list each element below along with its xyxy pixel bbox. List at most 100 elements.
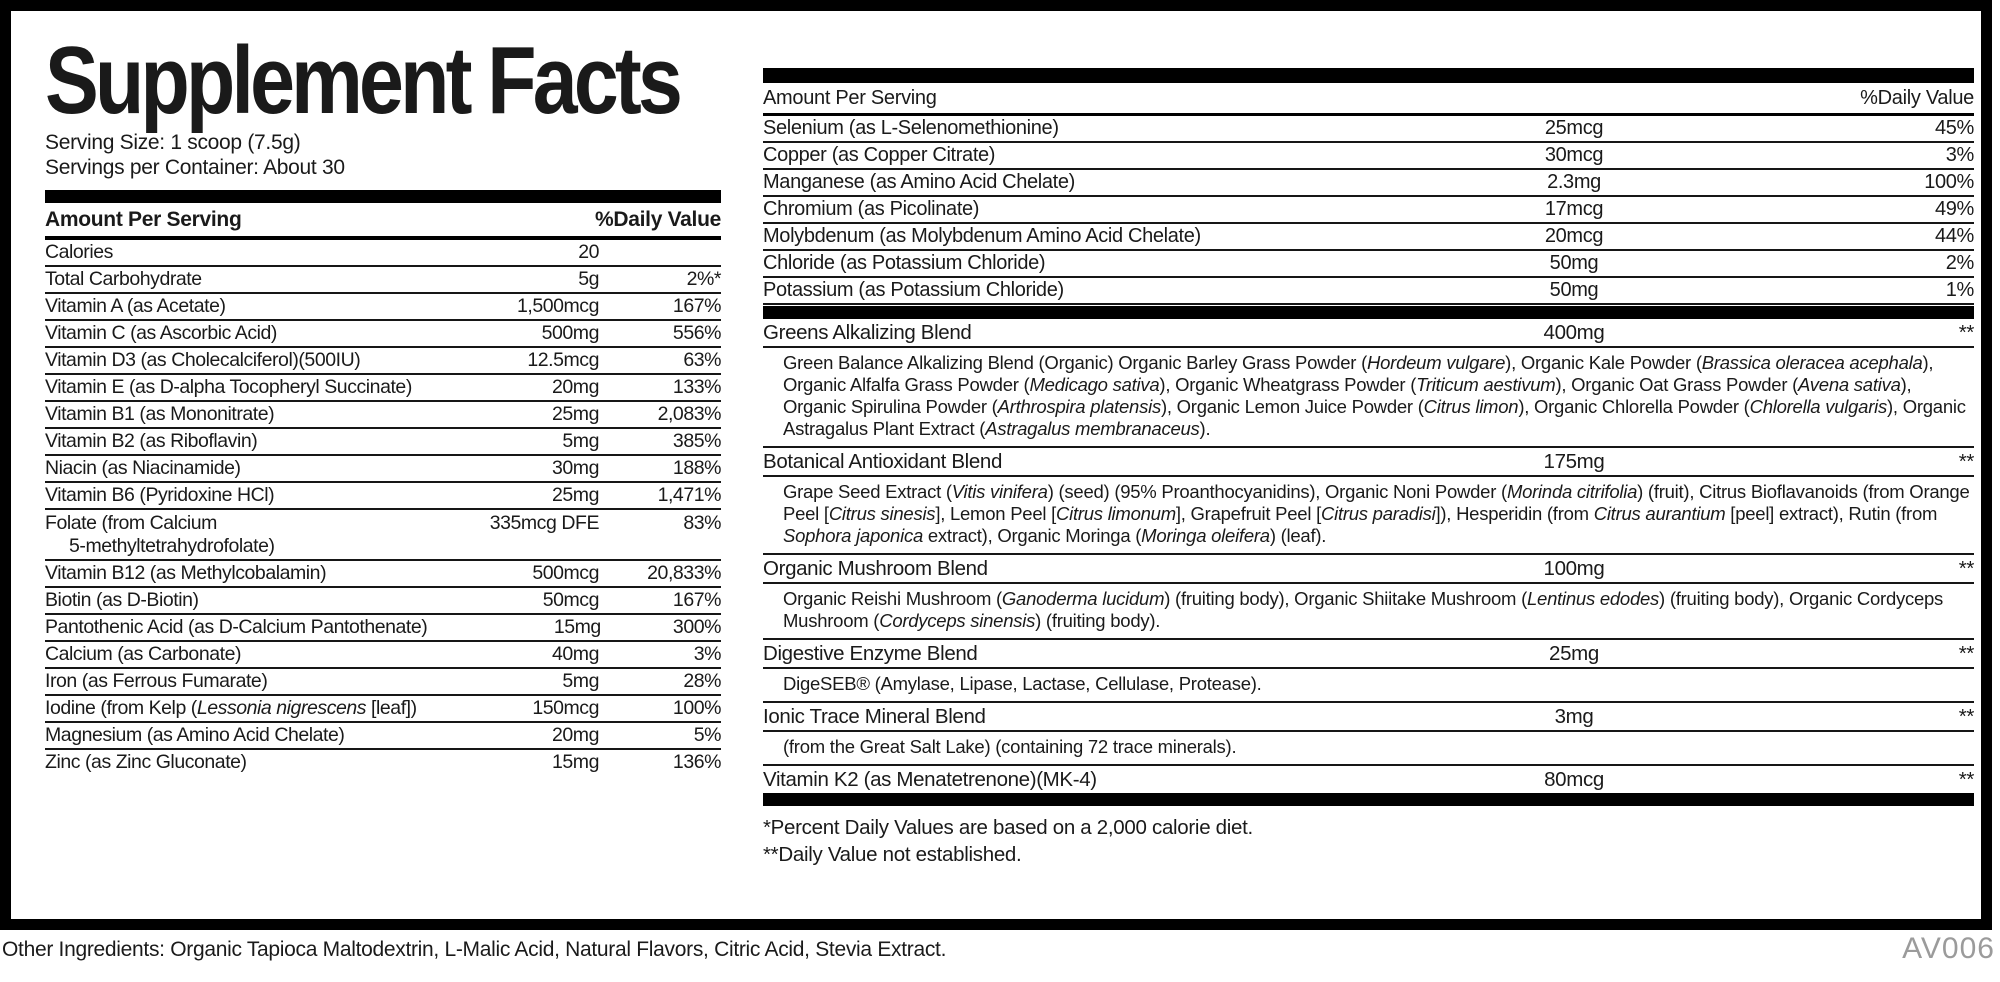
table-row: Vitamin A (as Acetate) 1,500mcg 167% [45,294,721,321]
right-column: Amount Per Serving %Daily Value Selenium… [763,22,1974,868]
blend-name: Botanical Antioxidant Blend [763,450,1003,473]
blend-amount: 175mg [1543,450,1605,473]
nutrient-amount: 500mcg [532,562,599,584]
nutrient-name: Pantothenic Acid (as D-Calcium Pantothen… [45,616,428,638]
table-row: Chromium (as Picolinate) 17mcg 49% [763,197,1974,224]
table-row: Iron (as Ferrous Fumarate) 5mg 28% [45,669,721,696]
nutrient-amount: 50mcg [542,589,600,611]
nutrient-name: Vitamin E (as D-alpha Tocopheryl Succina… [45,376,412,398]
nutrient-daily-value: 2,083% [657,403,722,425]
nutrient-name: Selenium (as L-Selenomethionine) [763,117,1059,139]
nutrient-daily-value: 133% [672,376,722,398]
table-row: Iodine (from Kelp (Lessonia nigrescens [… [45,696,721,723]
nutrient-daily-value: 167% [672,589,722,611]
nutrient-daily-value: 2%* [686,268,722,290]
blend-daily-value: ** [1958,642,1975,665]
blend-daily-value: ** [1958,450,1975,473]
nutrient-daily-value: 1,471% [657,484,722,506]
nutrient-name: Biotin (as D-Biotin) [45,589,199,611]
nutrient-amount: 5mg [562,430,599,452]
nutrient-daily-value: 385% [672,430,722,452]
blend-daily-value: ** [1958,768,1975,791]
left-column: Supplement Facts Serving Size: 1 scoop (… [45,27,722,775]
nutrient-name: Iodine (from Kelp (Lessonia nigrescens [… [45,697,417,719]
table-row: Pantothenic Acid (as D-Calcium Pantothen… [45,615,721,642]
nutrient-name: Zinc (as Zinc Gluconate) [45,751,247,773]
nutrient-amount: 25mcg [1544,117,1604,139]
servings-per-container: Servings per Container: About 30 [45,155,345,179]
blend-name: Vitamin K2 (as Menatetrenone)(MK-4) [763,768,1097,791]
nutrient-name: Potassium (as Potassium Chloride) [763,279,1064,301]
serving-size: Serving Size: 1 scoop (7.5g) [45,131,301,154]
nutrient-amount: 20mg [552,724,599,746]
nutrient-name: Total Carbohydrate [45,268,202,290]
footnotes: *Percent Daily Values are based on a 2,0… [763,814,1974,868]
nutrient-daily-value: 2% [1945,252,1975,274]
daily-value-header: %Daily Value [595,208,721,231]
table-row: Chloride (as Potassium Chloride) 50mg 2% [763,251,1974,278]
amount-per-serving-header: Amount Per Serving [763,87,937,109]
divider-bar [763,793,1974,806]
blend-daily-value: ** [1958,321,1975,344]
table-row: Calories 20 [45,240,721,267]
table-row: Folate (from Calcium 5-methyltetrahydrofo… [45,510,721,561]
blend-amount: 3mg [1554,705,1594,728]
nutrient-amount: 50mg [1549,279,1599,301]
nutrient-daily-value: 44% [1935,225,1974,247]
nutrient-name: Vitamin B1 (as Mononitrate) [45,403,275,425]
nutrient-name: Iron (as Ferrous Fumarate) [45,670,268,692]
table-row: Manganese (as Amino Acid Chelate) 2.3mg 10… [763,170,1974,197]
nutrient-amount: 25mg [552,484,599,506]
blend-row: Botanical Antioxidant Blend 175mg ** [763,448,1974,477]
blend-name: Ionic Trace Mineral Blend [763,705,986,728]
nutrient-daily-value: 3% [693,643,722,665]
right-table-header: Amount Per Serving %Daily Value [763,83,1974,116]
nutrient-daily-value: 28% [683,670,721,692]
table-row: Molybdenum (as Molybdenum Amino Acid Che… [763,224,1974,251]
footnote-daily-values: *Percent Daily Values are based on a 2,0… [763,816,1253,839]
divider-bar [45,190,721,203]
blend-description: Green Balance Alkalizing Blend (Organic)… [763,348,1974,448]
table-row: Vitamin B2 (as Riboflavin) 5mg 385% [45,429,721,456]
nutrient-daily-value: 5% [693,724,722,746]
table-row: Vitamin C (as Ascorbic Acid) 500mg 556% [45,321,721,348]
nutrient-name: Vitamin B6 (Pyridoxine HCl) [45,484,275,506]
amount-per-serving-header: Amount Per Serving [45,208,242,231]
blend-name: Digestive Enzyme Blend [763,642,978,665]
nutrient-name: Copper (as Copper Citrate) [763,144,996,166]
blend-amount: 400mg [1543,321,1605,344]
nutrient-name: Vitamin B2 (as Riboflavin) [45,430,258,452]
divider-bar [763,68,1974,83]
nutrient-daily-value: 83% [683,512,721,534]
nutrient-amount: 20mg [552,376,599,398]
blend-row: Greens Alkalizing Blend 400mg ** [763,319,1974,348]
nutrient-daily-value: 100% [1924,171,1974,193]
nutrient-name: Vitamin D3 (as Cholecalciferol)(500IU) [45,349,361,371]
table-row: Magnesium (as Amino Acid Chelate) 20mg 5% [45,723,721,750]
table-row: Vitamin D3 (as Cholecalciferol)(500IU) 12… [45,348,721,375]
nutrient-amount: 50mg [1549,252,1599,274]
nutrient-name: Chromium (as Picolinate) [763,198,980,220]
blend-row: Ionic Trace Mineral Blend 3mg ** [763,703,1974,732]
left-table-header: Amount Per Serving %Daily Value [45,203,721,240]
table-row: Biotin (as D-Biotin) 50mcg 167% [45,588,721,615]
nutrient-amount: 30mcg [1544,144,1604,166]
table-row: Potassium (as Potassium Chloride) 50mg 1% [763,278,1974,305]
nutrient-daily-value: 45% [1935,117,1974,139]
blend-amount: 25mg [1549,642,1599,665]
nutrient-amount: 1,500mcg [516,295,599,317]
nutrient-daily-value: 100% [672,697,722,719]
table-row: Vitamin B1 (as Mononitrate) 25mg 2,083% [45,402,721,429]
nutrient-amount: 335mcg DFE [489,512,600,534]
nutrient-daily-value: 136% [672,751,722,773]
table-row: Vitamin B12 (as Methylcobalamin) 500mcg 20… [45,561,721,588]
table-row: Total Carbohydrate 5g 2%* [45,267,721,294]
blend-description: DigeSEB® (Amylase, Lipase, Lactase, Cell… [763,669,1974,703]
table-row: Vitamin E (as D-alpha Tocopheryl Succina… [45,375,721,402]
nutrient-name: Vitamin B12 (as Methylcobalamin) [45,562,327,584]
nutrient-amount: 150mcg [532,697,599,719]
page-title: Supplement Facts [45,27,683,134]
nutrient-daily-value: 167% [672,295,722,317]
nutrient-name: Calories [45,241,113,263]
nutrient-daily-value: 556% [672,322,722,344]
